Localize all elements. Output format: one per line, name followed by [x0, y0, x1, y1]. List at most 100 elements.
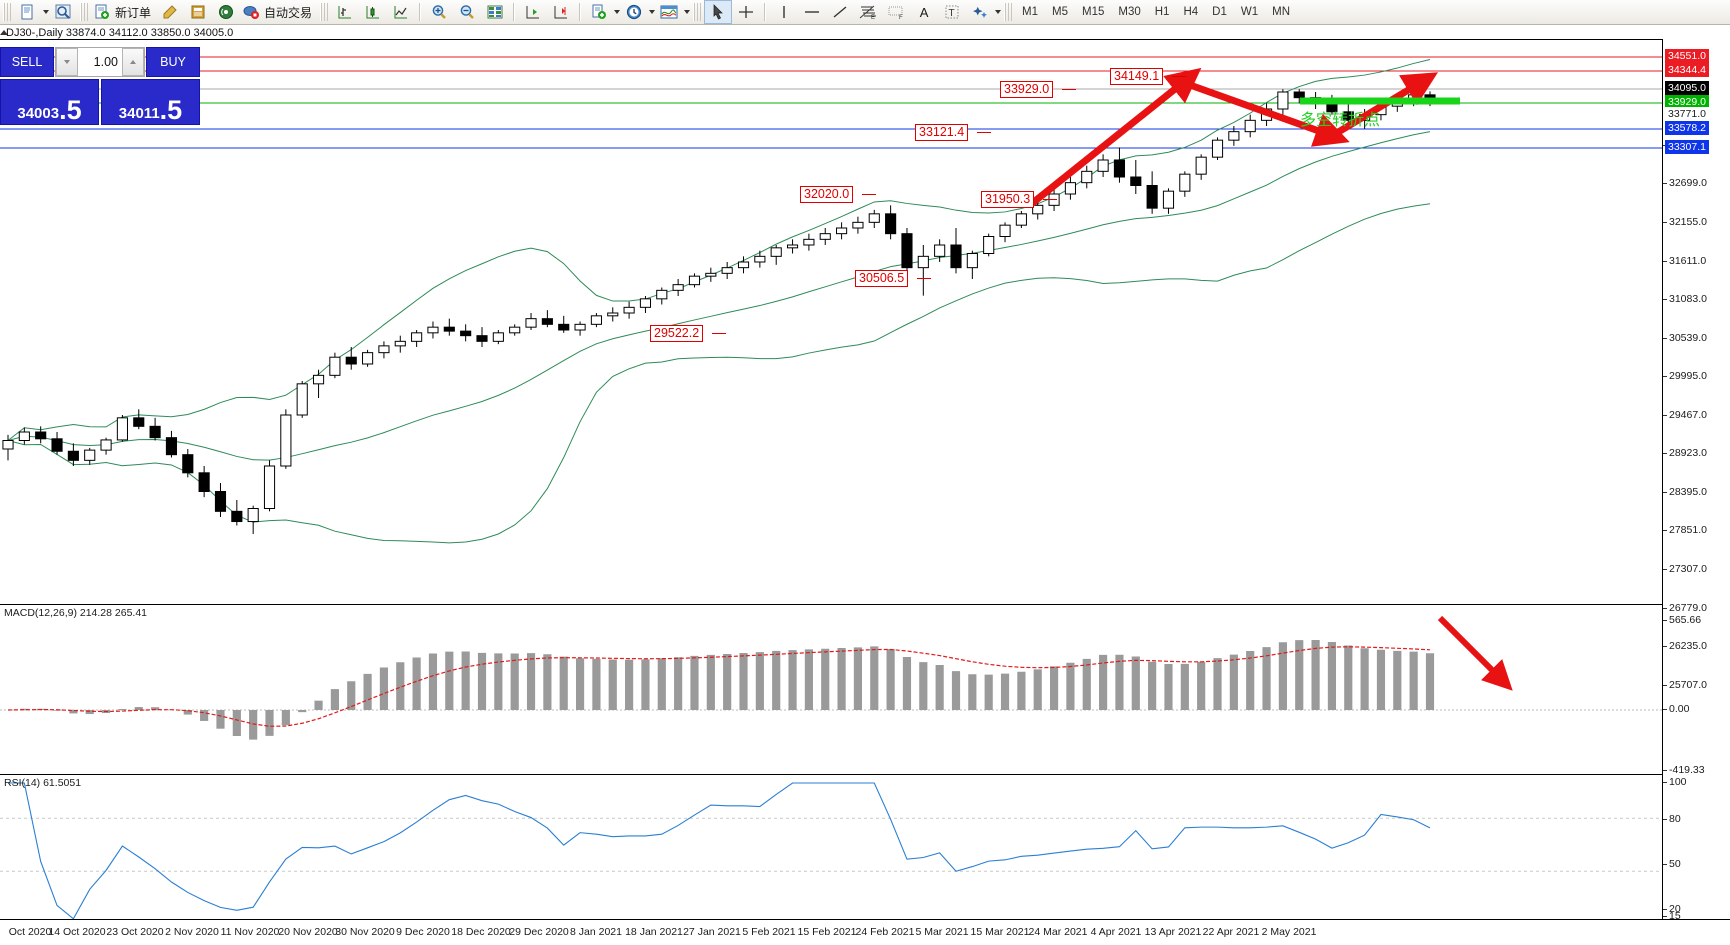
price-annotation-label[interactable]: 33121.4 — [915, 124, 969, 141]
objects-icon[interactable] — [966, 0, 994, 24]
toolbar-grip-4[interactable] — [693, 3, 702, 21]
price-annotation-label[interactable]: 33929.0 — [1000, 81, 1054, 98]
price-badge: 33307.1 — [1665, 140, 1709, 154]
buy-price-box[interactable]: 34011.5 — [101, 79, 200, 125]
price-annotation-label[interactable]: 32020.0 — [800, 186, 854, 203]
chart-area[interactable]: DJ30-,Daily 33874.0 34112.0 33850.0 3400… — [0, 25, 1730, 945]
templates-dropdown-icon[interactable] — [684, 10, 691, 14]
signals-icon[interactable] — [212, 0, 240, 24]
price-scale[interactable]: 33227.032699.032155.031611.031083.030539… — [1662, 39, 1730, 944]
date-axis-label: 24 Mar 2021 — [1028, 926, 1088, 938]
price-tick — [1663, 530, 1667, 531]
timeframe-m30[interactable]: M30 — [1118, 6, 1141, 18]
candlestick-chart-icon[interactable] — [359, 0, 387, 24]
price-annotation-stem — [1172, 76, 1186, 77]
toolbar-grip-3[interactable] — [320, 3, 329, 21]
auto-scroll-icon[interactable] — [547, 0, 575, 24]
toolbar-grip-2[interactable] — [80, 3, 88, 21]
sell-price-box[interactable]: 34003.5 — [0, 79, 99, 125]
bar-chart-icon[interactable] — [331, 0, 359, 24]
crosshair-icon[interactable] — [732, 0, 760, 24]
price-annotation-stem — [977, 132, 991, 133]
volume-decrement-button[interactable] — [56, 48, 78, 76]
add-indicator-icon[interactable] — [585, 0, 613, 24]
trendline-icon[interactable] — [826, 0, 854, 24]
buy-button[interactable]: BUY — [146, 47, 200, 77]
price-annotation-stem — [1043, 199, 1057, 200]
timeframe-d1[interactable]: D1 — [1212, 6, 1227, 18]
zoom-in-icon[interactable] — [425, 0, 453, 24]
indicator-tick — [1663, 620, 1667, 621]
price-annotation-label[interactable]: 29522.2 — [650, 325, 704, 342]
sell-price-decimal: .5 — [59, 95, 82, 125]
timeframe-w1[interactable]: W1 — [1240, 6, 1259, 18]
toolbar-grip[interactable] — [3, 3, 11, 21]
volume-value[interactable]: 1.00 — [93, 55, 118, 69]
chart-title: DJ30-,Daily 33874.0 34112.0 33850.0 3400… — [6, 27, 234, 39]
macd-chart-svg — [0, 640, 1662, 740]
vertical-line-icon[interactable] — [770, 0, 798, 24]
price-tick — [1663, 646, 1667, 647]
date-axis-label: 13 Apr 2021 — [1144, 926, 1202, 938]
price-annotation-label[interactable]: 34149.1 — [1110, 68, 1164, 85]
text-icon[interactable]: A — [910, 0, 938, 24]
price-tick — [1663, 338, 1667, 339]
timeframe-m15[interactable]: M15 — [1082, 6, 1105, 18]
volume-field[interactable]: 1.00 — [55, 47, 145, 77]
new-chart-icon[interactable] — [14, 0, 42, 24]
text-label-icon[interactable]: T — [938, 0, 966, 24]
date-axis-label: Oct 2020 — [8, 926, 52, 938]
indicator-tick — [1663, 709, 1667, 710]
price-badge: 33771.0 — [1665, 107, 1709, 121]
sell-price-integer: 34003 — [17, 105, 60, 122]
data-window-icon[interactable] — [481, 0, 509, 24]
svg-text:E: E — [871, 15, 875, 20]
timeframe-m1[interactable]: M1 — [1022, 6, 1039, 18]
objects-dropdown-icon[interactable] — [995, 10, 1002, 14]
line-chart-icon[interactable] — [387, 0, 415, 24]
period-clock-icon[interactable] — [620, 0, 648, 24]
terminal-icon[interactable] — [184, 0, 212, 24]
price-tick-label: 27307.0 — [1669, 563, 1707, 575]
indicator-tick-label: 80 — [1669, 813, 1681, 825]
fibonacci-icon[interactable]: E — [854, 0, 882, 24]
svg-text:F: F — [899, 15, 903, 20]
timeframe-h1[interactable]: H1 — [1154, 6, 1170, 18]
new-chart-dropdown-icon[interactable] — [43, 10, 49, 14]
toolbar-grip-5[interactable] — [1004, 3, 1013, 21]
period-dropdown-icon[interactable] — [649, 10, 656, 14]
cursor-icon[interactable] — [704, 0, 733, 24]
metaeditor-icon[interactable] — [156, 0, 184, 24]
horizontal-line-icon[interactable] — [798, 0, 826, 24]
autotrading-button[interactable]: 自动交易 — [240, 0, 317, 24]
equidistant-channel-icon[interactable]: F — [882, 0, 910, 24]
text-tool-label: A — [919, 4, 929, 20]
price-annotation-label[interactable]: 31950.3 — [981, 191, 1035, 208]
macd-pane[interactable]: MACD(12,26,9) 214.28 265.41 — [0, 604, 1662, 775]
autotrading-label: 自动交易 — [264, 5, 313, 20]
chart-shift-icon[interactable] — [519, 0, 547, 24]
one-click-trade-panel[interactable]: SELL 1.00 BUY 34003.5 34011.5 — [0, 47, 200, 125]
volume-increment-button[interactable] — [122, 48, 144, 76]
price-pane[interactable] — [0, 39, 1662, 605]
timeframe-mn[interactable]: MN — [1272, 6, 1290, 18]
price-badge: 34551.0 — [1665, 49, 1709, 63]
chart-profile-icon[interactable] — [49, 0, 77, 24]
price-annotation-label[interactable]: 30506.5 — [855, 270, 909, 287]
timeframe-h4[interactable]: H4 — [1183, 6, 1199, 18]
date-axis[interactable]: Oct 2020 14 Oct 2020 23 Oct 2020 2 Nov 2020… — [0, 919, 1730, 944]
price-badge: 33578.2 — [1665, 121, 1709, 135]
templates-icon[interactable] — [655, 0, 683, 24]
new-order-button[interactable]: 新订单 — [91, 0, 156, 24]
zoom-out-icon[interactable] — [453, 0, 481, 24]
sell-button[interactable]: SELL — [0, 47, 54, 77]
rsi-pane[interactable]: RSI(14) 61.5051 — [0, 774, 1662, 945]
indicator-dropdown-icon[interactable] — [614, 10, 621, 14]
date-axis-label: 29 Dec 2020 — [509, 926, 569, 938]
timeframe-m5[interactable]: M5 — [1052, 6, 1068, 18]
trade-panel-controls: SELL 1.00 BUY — [0, 47, 200, 77]
price-tick-label: 31083.0 — [1669, 293, 1707, 305]
svg-text:T: T — [949, 8, 955, 19]
chart-collapse-icon[interactable] — [0, 30, 8, 35]
price-badge: 34095.0 — [1665, 81, 1709, 95]
